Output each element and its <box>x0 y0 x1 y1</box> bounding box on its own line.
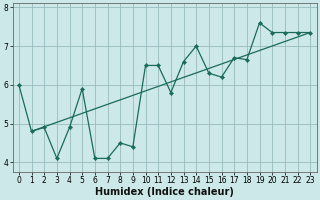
X-axis label: Humidex (Indice chaleur): Humidex (Indice chaleur) <box>95 187 234 197</box>
